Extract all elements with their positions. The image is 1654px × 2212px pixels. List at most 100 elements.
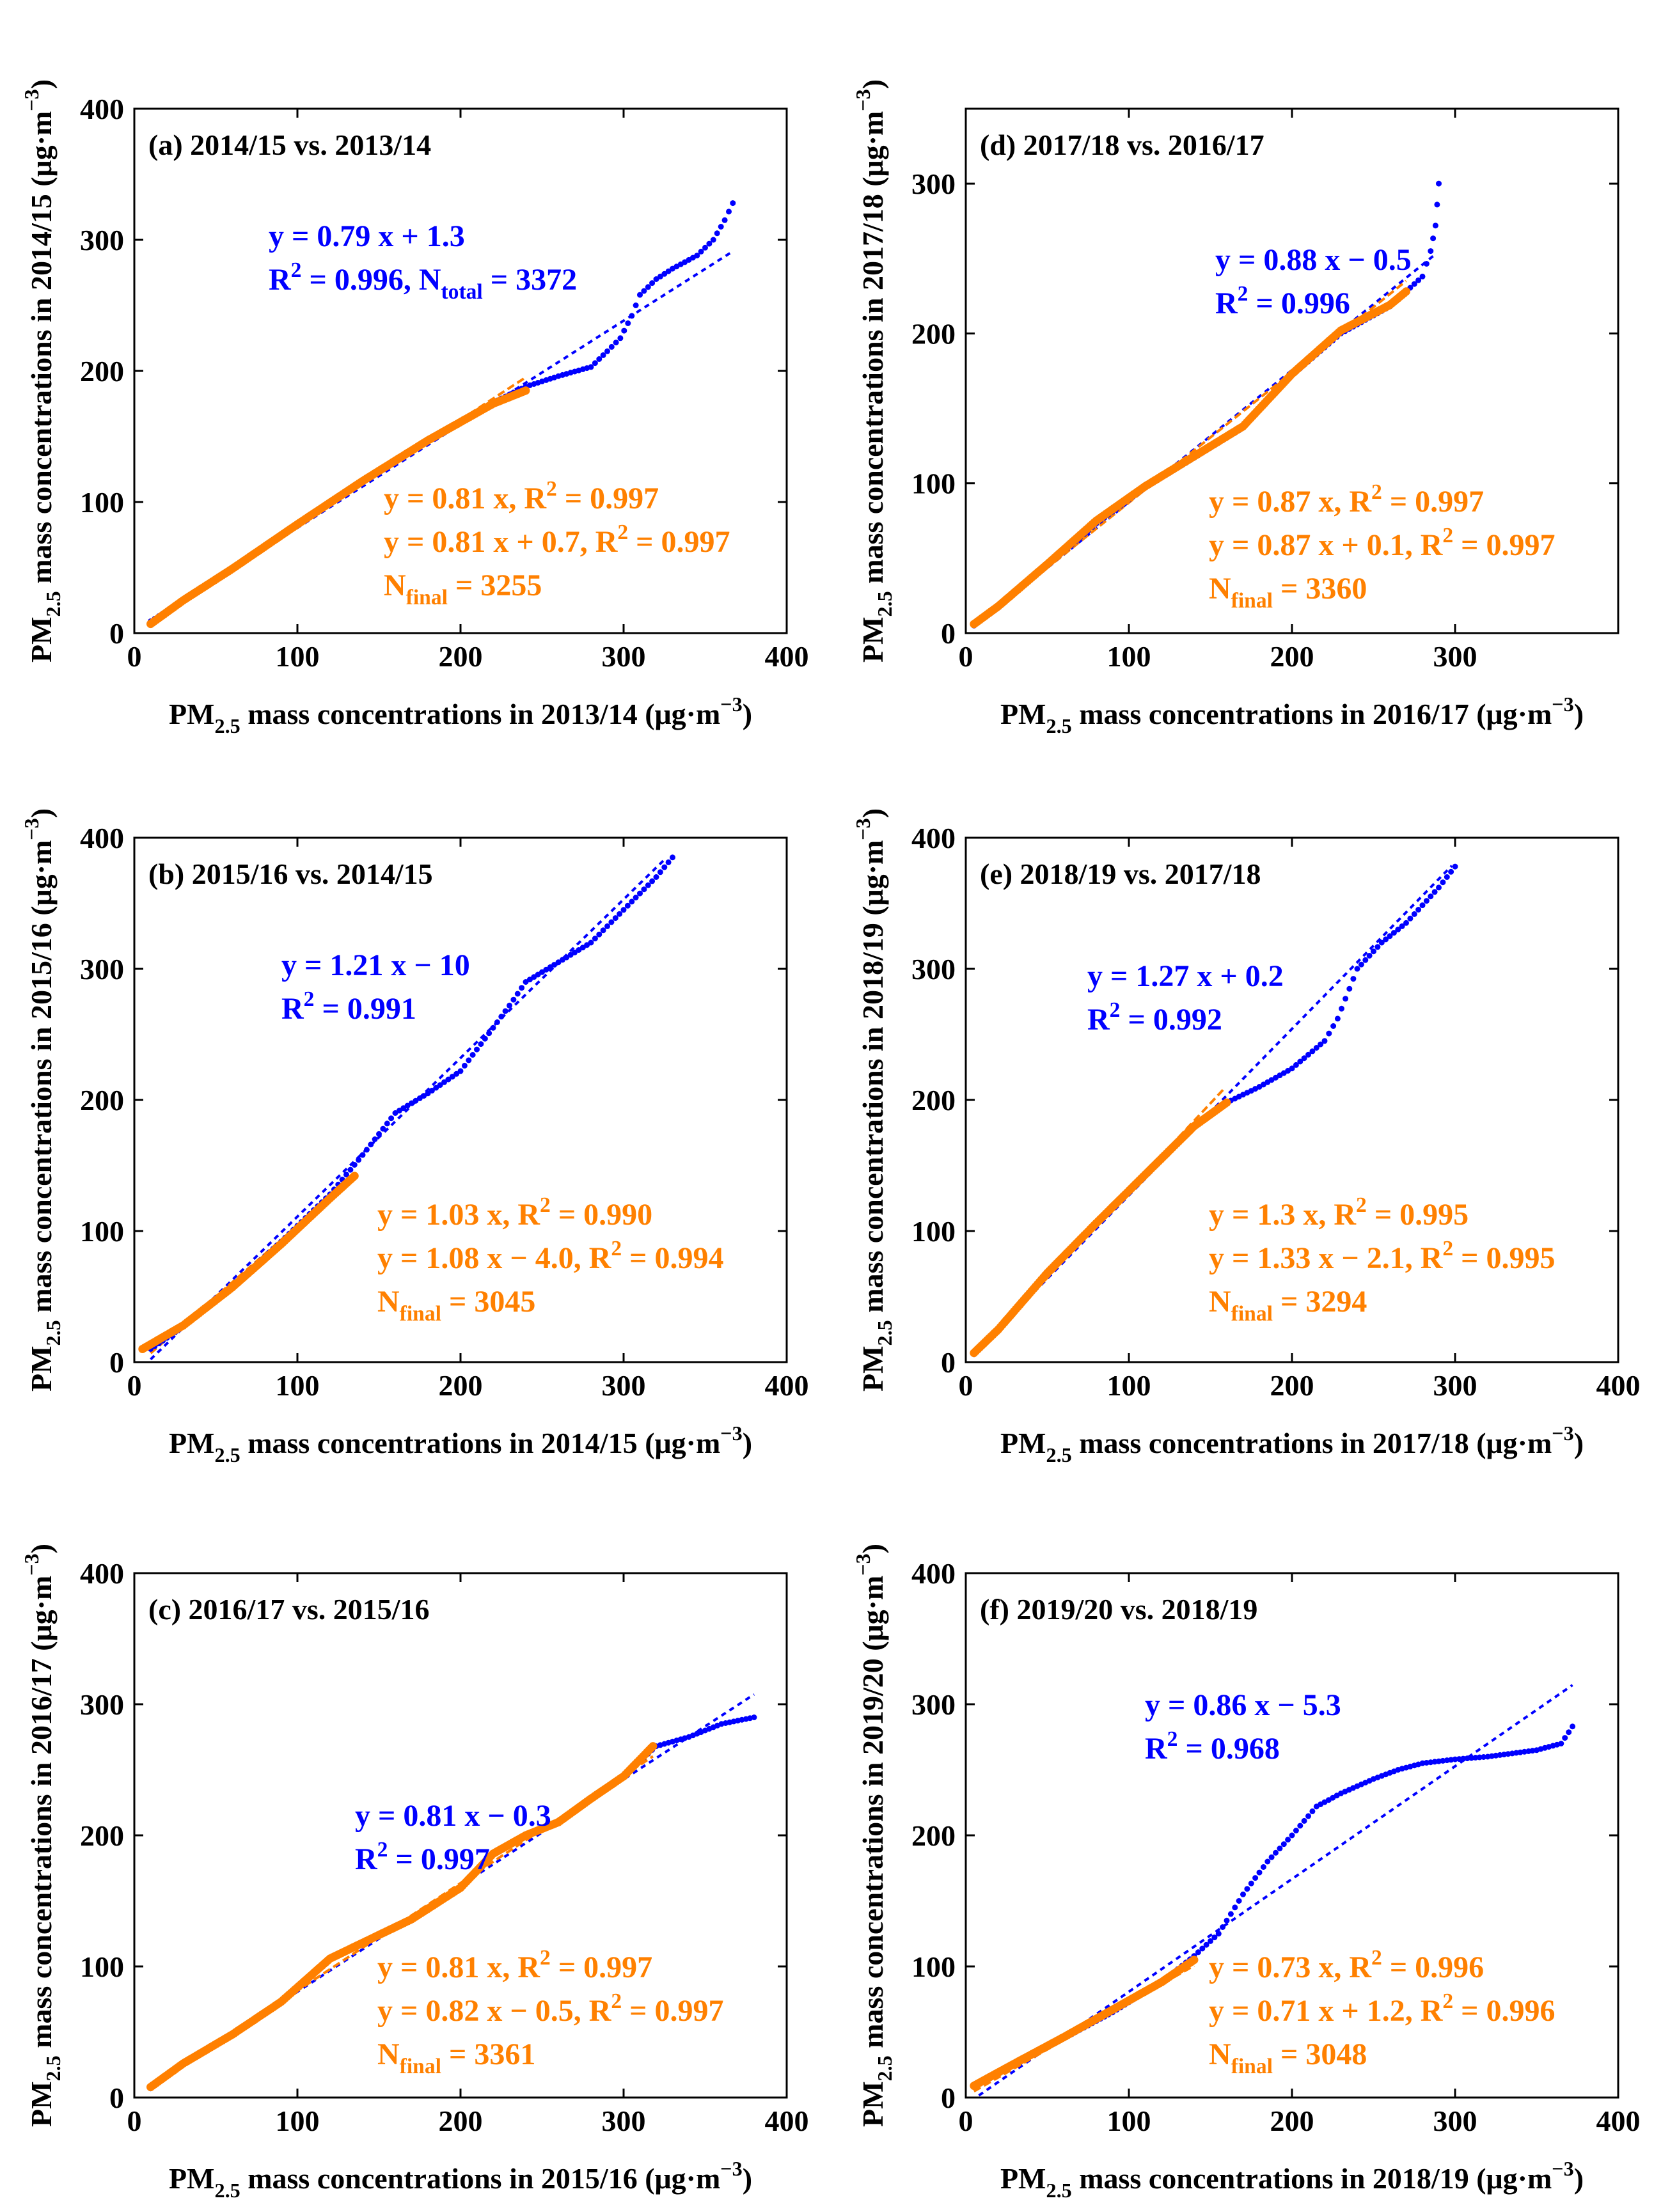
data-point <box>617 335 624 341</box>
y-axis-label-part-3: −3 <box>20 89 43 111</box>
data-point <box>376 1131 382 1137</box>
fit-equation-final-origin-part-0: y = 0.81 x, R <box>384 482 547 515</box>
data-point <box>1297 1058 1304 1065</box>
fit-equation-final-origin-part-2: = 0.997 <box>1382 485 1484 519</box>
data-point <box>1309 1048 1316 1055</box>
y-tick-label: 100 <box>911 467 956 500</box>
x-tick-label: 200 <box>439 2105 483 2137</box>
data-point <box>1481 1754 1487 1760</box>
fit-r2-all: R2 = 0.997 <box>355 1838 490 1876</box>
data-point <box>621 327 627 334</box>
n-final-part-0: N <box>377 1285 400 1319</box>
data-point <box>1215 1931 1222 1937</box>
n-final-part-0: N <box>384 569 406 602</box>
x-axis-label: PM2.5 mass concentrations in 2017/18 (μg… <box>1000 1422 1584 1466</box>
panel-e: 0 100 200 300 400 0 100 200 300 400 (e) 2018/19 vs… <box>851 808 1641 1466</box>
y-axis-label-part-3: −3 <box>20 818 43 840</box>
data-point <box>612 915 618 922</box>
x-axis-label-part-4: ) <box>743 698 752 730</box>
data-point <box>356 1157 362 1163</box>
y-axis-label-part-4: ) <box>856 79 889 89</box>
data-point <box>461 1062 468 1069</box>
fit-equation-final-part-0: y = 0.71 x + 1.2, R <box>1209 1994 1444 2028</box>
n-final-part-2: = 3361 <box>441 2037 535 2071</box>
data-point <box>372 1136 378 1142</box>
y-axis-label-part-0: PM <box>25 1346 58 1392</box>
data-point <box>425 1090 431 1097</box>
x-tick-label: 400 <box>1596 1369 1641 1402</box>
y-axis-label-part-4: ) <box>25 808 58 818</box>
y-axis-label: PM2.5 mass concentrations in 2016/17 (μg… <box>20 1544 65 2127</box>
data-point <box>1297 1823 1304 1829</box>
fit-r2-all-part-2: = 0.997 <box>388 1842 489 1876</box>
plot-area <box>970 863 1458 1358</box>
data-point <box>1224 1917 1230 1924</box>
data-point <box>1436 884 1442 891</box>
y-tick-label: 0 <box>941 2082 956 2114</box>
data-point <box>1358 961 1364 968</box>
y-tick-label: 0 <box>941 1346 956 1379</box>
data-point <box>706 240 713 247</box>
fit-r2-all-part-1: 2 <box>1110 998 1121 1022</box>
x-axis-label: PM2.5 mass concentrations in 2018/19 (μg… <box>1000 2157 1584 2202</box>
fit-equation-final-origin-part-0: y = 0.81 x, R <box>377 1950 540 1984</box>
fit-r2-all-part-1: 2 <box>377 1838 388 1862</box>
data-point <box>1428 893 1434 900</box>
data-point <box>1309 1808 1316 1814</box>
data-point <box>637 890 643 897</box>
data-point <box>469 1052 476 1058</box>
data-point <box>1411 911 1417 917</box>
x-axis-label-part-0: PM <box>169 698 215 730</box>
data-point <box>653 276 659 282</box>
fit-equation-final-origin-part-0: y = 1.03 x, R <box>377 1198 540 1232</box>
data-point <box>1190 1956 1199 1965</box>
fit-equation-final-part-2: = 0.996 <box>1453 1994 1555 2028</box>
y-tick-label: 200 <box>80 1084 124 1117</box>
data-point <box>1289 1832 1295 1839</box>
data-point <box>433 1085 439 1091</box>
data-point <box>592 936 598 942</box>
data-point <box>1472 1755 1479 1761</box>
data-point <box>726 208 732 215</box>
panel-f: 0 100 200 300 400 0 100 200 300 400 (f) 2019/20 vs… <box>851 1544 1641 2202</box>
n-final-part-0: N <box>1209 1285 1231 1319</box>
fit-equation-final-origin-part-1: 2 <box>546 477 557 501</box>
series-final <box>138 1172 359 1353</box>
data-point <box>521 386 530 395</box>
x-axis-label-part-3: −3 <box>1552 2157 1573 2180</box>
data-point <box>1220 1924 1226 1930</box>
y-axis-label: PM2.5 mass concentrations in 2018/19 (μg… <box>851 808 896 1392</box>
n-final: Nfinal = 3255 <box>384 569 542 609</box>
data-point <box>457 1068 464 1074</box>
y-tick-label: 200 <box>911 1084 956 1117</box>
x-tick-label: 0 <box>127 640 142 673</box>
data-point <box>608 343 615 350</box>
fit-r2-all-part-0: R <box>1215 286 1238 320</box>
y-tick-label: 400 <box>80 93 124 125</box>
x-axis-label-part-1: 2.5 <box>1046 2179 1071 2202</box>
n-final-part-1: final <box>1231 2055 1273 2078</box>
fit-r2-all-part-4: = 3372 <box>483 263 577 297</box>
fit-equation-final-part-0: y = 0.82 x − 0.5, R <box>377 1994 612 2028</box>
y-tick-label: 0 <box>941 617 956 650</box>
x-axis-label-part-4: ) <box>743 2162 752 2195</box>
n-final-part-2: = 3360 <box>1273 572 1367 606</box>
data-point <box>665 268 672 274</box>
y-tick-label: 300 <box>80 224 124 256</box>
fit-equation-final-origin-part-1: 2 <box>1371 480 1382 504</box>
x-tick-label: 100 <box>1107 1369 1151 1402</box>
data-point <box>502 1008 508 1014</box>
x-axis-label: PM2.5 mass concentrations in 2013/14 (μg… <box>169 693 752 737</box>
data-point <box>1240 1891 1246 1897</box>
data-point <box>1566 1729 1572 1736</box>
fit-equation-final-part-2: = 0.997 <box>622 1994 723 2028</box>
x-tick-label: 300 <box>602 640 646 673</box>
data-point <box>1366 953 1373 959</box>
x-axis-label-part-0: PM <box>1000 1427 1046 1459</box>
data-point <box>1313 1045 1319 1051</box>
data-point <box>613 340 619 346</box>
fit-equation-final-part-1: 2 <box>617 521 628 544</box>
data-point <box>1452 863 1458 870</box>
n-final-part-2: = 3255 <box>448 569 542 602</box>
data-point <box>1248 1880 1254 1886</box>
